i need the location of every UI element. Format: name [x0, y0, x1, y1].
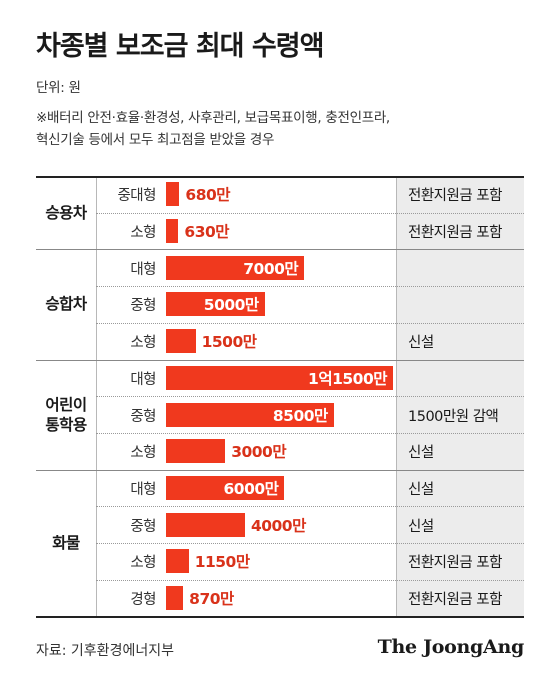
- group-divider: [36, 359, 524, 361]
- value-label: 1억1500만: [308, 369, 387, 388]
- row-divider: [96, 322, 524, 324]
- footnote-line-2: 혁신기술 등에서 모두 최고점을 받았을 경우: [36, 132, 275, 148]
- table-bottom-border: [36, 616, 524, 619]
- row-divider: [96, 543, 524, 544]
- value-label: 680만: [185, 186, 231, 205]
- size-label: 대형: [130, 371, 156, 388]
- value-label: 3000만: [231, 443, 287, 462]
- size-label: 소형: [130, 225, 156, 242]
- bar-소형: [166, 219, 179, 244]
- row-divider: [96, 579, 524, 581]
- bar-소형: [166, 329, 196, 354]
- bar-대형: [166, 475, 285, 500]
- size-label: 중형: [130, 408, 156, 425]
- size-label: 소형: [130, 445, 156, 462]
- row-note: 신설: [408, 481, 434, 498]
- row-divider: [96, 212, 524, 214]
- value-label: 8500만: [272, 406, 328, 425]
- size-label: 소형: [130, 555, 156, 572]
- bar-중대형: [166, 182, 180, 207]
- bar-대형: [166, 255, 305, 280]
- category-label: 승합차: [45, 295, 87, 314]
- source-note: 자료: 기후환경에너지부: [36, 643, 174, 659]
- value-label: 4000만: [250, 516, 306, 535]
- note-column-background: [396, 176, 524, 616]
- bar-중형: [166, 292, 265, 317]
- row-note: 1500만원 감액: [408, 408, 499, 425]
- value-label: 6000만: [223, 479, 279, 498]
- value-label: 870만: [189, 590, 234, 609]
- size-label: 경형: [130, 592, 156, 609]
- value-label: 1500만: [201, 333, 257, 352]
- row-divider: [96, 286, 524, 288]
- unit-note: 단위: 원: [36, 80, 81, 96]
- size-label: 대형: [130, 481, 156, 498]
- bar-중형: [166, 402, 334, 427]
- note-divider: [396, 176, 397, 616]
- value-label: 5000만: [203, 296, 259, 315]
- row-divider: [96, 506, 524, 508]
- footnote-line-1: ※배터리 안전·효율·환경성, 사후관리, 보급목표이행, 충전인프라,: [36, 110, 390, 126]
- size-label: 소형: [130, 335, 156, 352]
- row-note: 전환지원금 포함: [408, 225, 503, 242]
- chart-title: 차종별 보조금 최대 수령액: [36, 31, 324, 62]
- size-label: 중형: [130, 518, 156, 535]
- subsidy-table: 중대형 680만 전환지원금 포함 소형 630만 전환지원금 포함 승용차 대형 7000만 중…: [36, 176, 524, 619]
- row-note: 전환지원금 포함: [408, 188, 503, 205]
- row-note: 전환지원금 포함: [408, 555, 503, 572]
- bar-소형: [166, 549, 189, 574]
- table-top-border: [36, 176, 524, 178]
- value-label: 1150만: [194, 553, 250, 572]
- group-divider: [36, 469, 524, 471]
- row-divider: [96, 396, 524, 398]
- bar-중형: [166, 512, 245, 537]
- category-label: 어린이 통학용: [45, 395, 87, 434]
- row-note: 전환지원금 포함: [408, 592, 503, 609]
- row-note: 신설: [408, 335, 434, 352]
- brand-logo: The JoongAng: [377, 636, 525, 658]
- value-label: 7000만: [243, 259, 299, 278]
- bar-소형: [166, 439, 226, 464]
- category-label: 화물: [52, 534, 80, 552]
- bar-대형: [166, 365, 393, 390]
- value-label: 630만: [184, 223, 230, 242]
- group-divider: [36, 249, 524, 251]
- size-label: 대형: [130, 261, 156, 278]
- row-divider: [96, 432, 524, 434]
- row-note: 신설: [408, 445, 434, 462]
- category-label: 승용차: [45, 203, 87, 222]
- size-label: 중형: [130, 298, 156, 315]
- category-divider: [96, 176, 97, 616]
- row-note: 신설: [408, 518, 434, 535]
- size-label: 중대형: [117, 188, 156, 205]
- bar-경형: [166, 586, 184, 611]
